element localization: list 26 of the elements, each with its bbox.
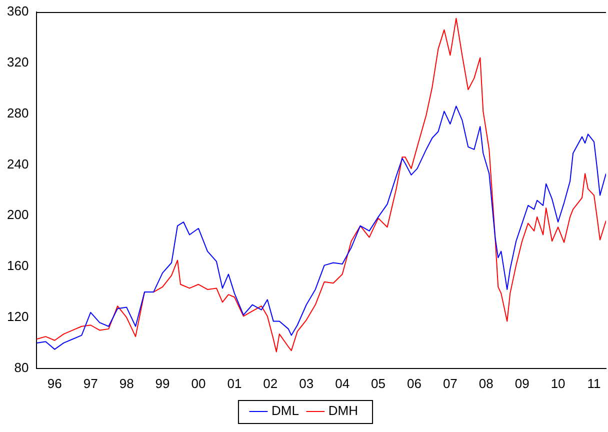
y-tick-label: 240 bbox=[6, 156, 29, 172]
x-tick-label: 99 bbox=[155, 376, 170, 391]
x-tick-label: 07 bbox=[442, 376, 458, 391]
y-tick-label: 80 bbox=[14, 360, 29, 375]
x-tick-label: 11 bbox=[587, 376, 601, 391]
y-tick-label: 120 bbox=[6, 309, 29, 324]
x-tick-label: 09 bbox=[514, 376, 530, 391]
x-tick-label: 06 bbox=[407, 376, 422, 391]
x-tick-label: 98 bbox=[119, 376, 134, 391]
x-tick-label: 01 bbox=[227, 376, 242, 391]
x-tick-label: 02 bbox=[263, 376, 278, 391]
x-tick-label: 97 bbox=[83, 376, 98, 391]
legend-label: DML bbox=[271, 403, 299, 418]
y-tick-label: 280 bbox=[6, 105, 29, 120]
legend-label: DMH bbox=[328, 403, 358, 418]
x-tick-label: 04 bbox=[335, 376, 350, 391]
x-tick-label: 05 bbox=[371, 376, 386, 391]
y-tick-label: 160 bbox=[6, 258, 29, 274]
y-tick-label: 200 bbox=[6, 207, 29, 222]
x-tick-label: 03 bbox=[299, 376, 314, 391]
x-tick-label: 00 bbox=[191, 376, 206, 391]
x-tick-label: 10 bbox=[550, 376, 566, 391]
x-tick-label: 96 bbox=[47, 376, 62, 391]
y-tick-label: 320 bbox=[6, 54, 29, 70]
y-tick-label: 360 bbox=[6, 4, 29, 19]
x-tick-label: 08 bbox=[478, 376, 494, 391]
